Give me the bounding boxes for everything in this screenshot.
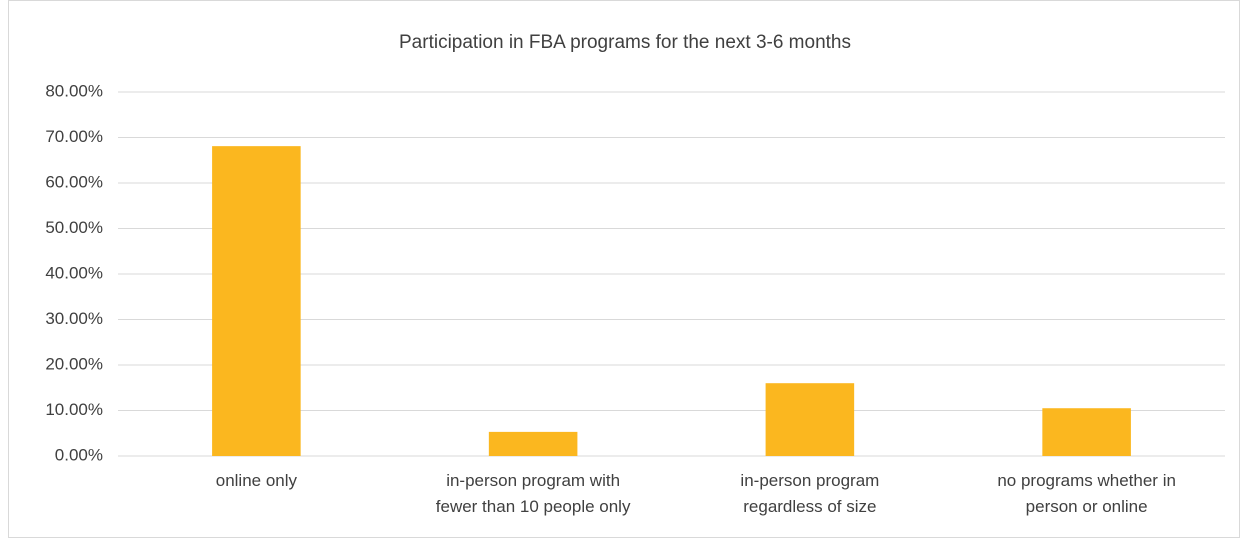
x-tick-label: in-person program with fewer than 10 peo… (435, 471, 631, 516)
y-tick-label: 20.00% (45, 354, 103, 373)
y-tick-label: 80.00% (45, 81, 103, 100)
y-tick-label: 50.00% (45, 218, 103, 237)
y-tick-label: 10.00% (45, 400, 103, 419)
y-tick-label: 70.00% (45, 127, 103, 146)
chart-frame (8, 0, 1240, 538)
x-tick-label: no programs whether in person or online (997, 471, 1176, 516)
bar (212, 146, 301, 456)
bar (1042, 408, 1131, 456)
y-tick-label: 40.00% (45, 263, 103, 282)
bar (488, 431, 578, 456)
y-tick-label: 60.00% (45, 172, 103, 191)
y-tick-label: 30.00% (45, 309, 103, 328)
x-tick-label: in-person program regardless of size (740, 471, 880, 516)
bar (765, 383, 855, 456)
x-tick-label: online only (215, 471, 298, 490)
y-tick-label: 0.00% (55, 445, 103, 464)
chart-title: Participation in FBA programs for the ne… (399, 32, 851, 53)
